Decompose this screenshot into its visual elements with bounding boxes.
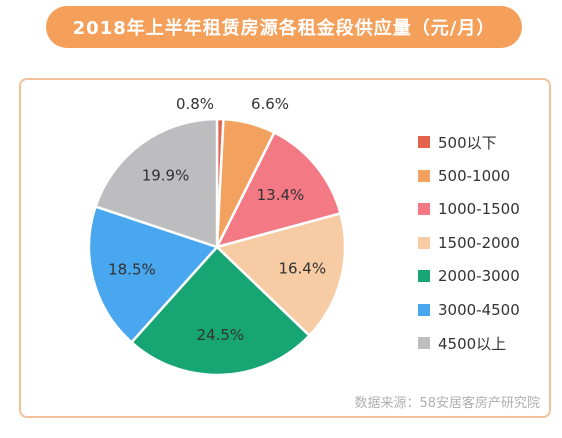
- slice-value-label: 19.9%: [142, 167, 190, 185]
- legend-label: 500-1000: [438, 166, 511, 185]
- slice-value-label: 6.6%: [251, 95, 289, 113]
- legend-swatch: [418, 203, 430, 215]
- legend: 500以下 500-1000 1000-1500 1500-2000 2000-…: [418, 131, 520, 354]
- legend-label: 4500以上: [438, 334, 507, 353]
- legend-item: 500-1000: [418, 165, 520, 187]
- slice-value-label: 16.4%: [278, 260, 326, 278]
- legend-swatch: [418, 337, 430, 349]
- pie-slice: [129, 245, 312, 377]
- slice-value-label: 0.8%: [176, 95, 214, 113]
- legend-label: 500以下: [438, 133, 497, 152]
- source-note: 数据来源：58安居客房产研究院: [354, 396, 540, 411]
- legend-item: 2000-3000: [418, 265, 520, 287]
- legend-swatch: [418, 136, 430, 148]
- legend-swatch: [418, 270, 430, 282]
- legend-item: 3000-4500: [418, 299, 520, 321]
- pie-slice: [93, 117, 219, 249]
- legend-label: 2000-3000: [438, 267, 520, 285]
- slice-value-label: 24.5%: [196, 326, 244, 344]
- legend-label: 1500-2000: [438, 233, 520, 252]
- pie-slice: [214, 130, 343, 249]
- slice-value-label: 13.4%: [257, 186, 305, 204]
- legend-item: 1000-1500: [418, 198, 520, 220]
- legend-item: 500以下: [418, 131, 520, 153]
- chart-title: 2018年上半年租赁房源各租金段供应量（元/月）: [46, 6, 522, 48]
- legend-item: 4500以上: [418, 332, 520, 354]
- legend-label: 1000-1500: [438, 200, 520, 218]
- chart-panel: [19, 78, 551, 418]
- legend-swatch: [418, 236, 430, 249]
- legend-swatch: [418, 169, 430, 182]
- pie-slice: [87, 204, 220, 345]
- legend-label: 3000-4500: [438, 300, 520, 319]
- pie-slice: [214, 211, 347, 338]
- legend-swatch: [418, 303, 430, 316]
- slice-value-label: 18.5%: [108, 261, 156, 279]
- legend-item: 1500-2000: [418, 232, 520, 254]
